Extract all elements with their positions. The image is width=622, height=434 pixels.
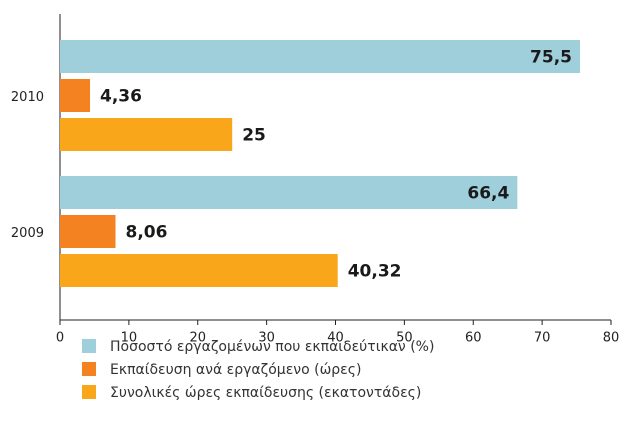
- legend-label: Εκπαίδευση ανά εργαζόμενο (ώρες): [110, 362, 361, 378]
- x-tick-label: 20: [189, 331, 206, 346]
- x-tick-label: 0: [56, 331, 64, 346]
- x-tick-label: 60: [465, 331, 482, 346]
- value-label: 75,5: [530, 48, 572, 68]
- x-tick-label: 10: [121, 331, 138, 346]
- value-label: 25: [242, 126, 266, 146]
- legend-swatch: [82, 339, 96, 353]
- x-tick-label: 40: [327, 331, 344, 346]
- legend-swatch: [82, 385, 96, 399]
- bar: [60, 254, 338, 287]
- x-tick-label: 80: [603, 331, 620, 346]
- bar: [60, 176, 518, 209]
- x-tick-label: 30: [258, 331, 275, 346]
- value-label: 8,06: [126, 223, 168, 243]
- bar: [60, 215, 116, 248]
- bar: [60, 79, 91, 112]
- legend-label: Συνολικές ώρες εκπαίδευσης (εκατοντάδες): [110, 385, 421, 401]
- category-label: 2009: [11, 226, 44, 241]
- value-label: 66,4: [467, 184, 509, 204]
- legend-swatch: [82, 362, 96, 376]
- bar: [60, 40, 581, 73]
- value-label: 40,32: [348, 262, 402, 282]
- bar: [60, 118, 233, 151]
- legend-label: Ποσοστό εργαζομένων που εκπαιδεύτικαν (%…: [110, 339, 434, 355]
- value-label: 4,36: [100, 87, 142, 107]
- x-tick-label: 70: [534, 331, 551, 346]
- x-tick-label: 50: [396, 331, 413, 346]
- category-label: 2010: [11, 90, 44, 105]
